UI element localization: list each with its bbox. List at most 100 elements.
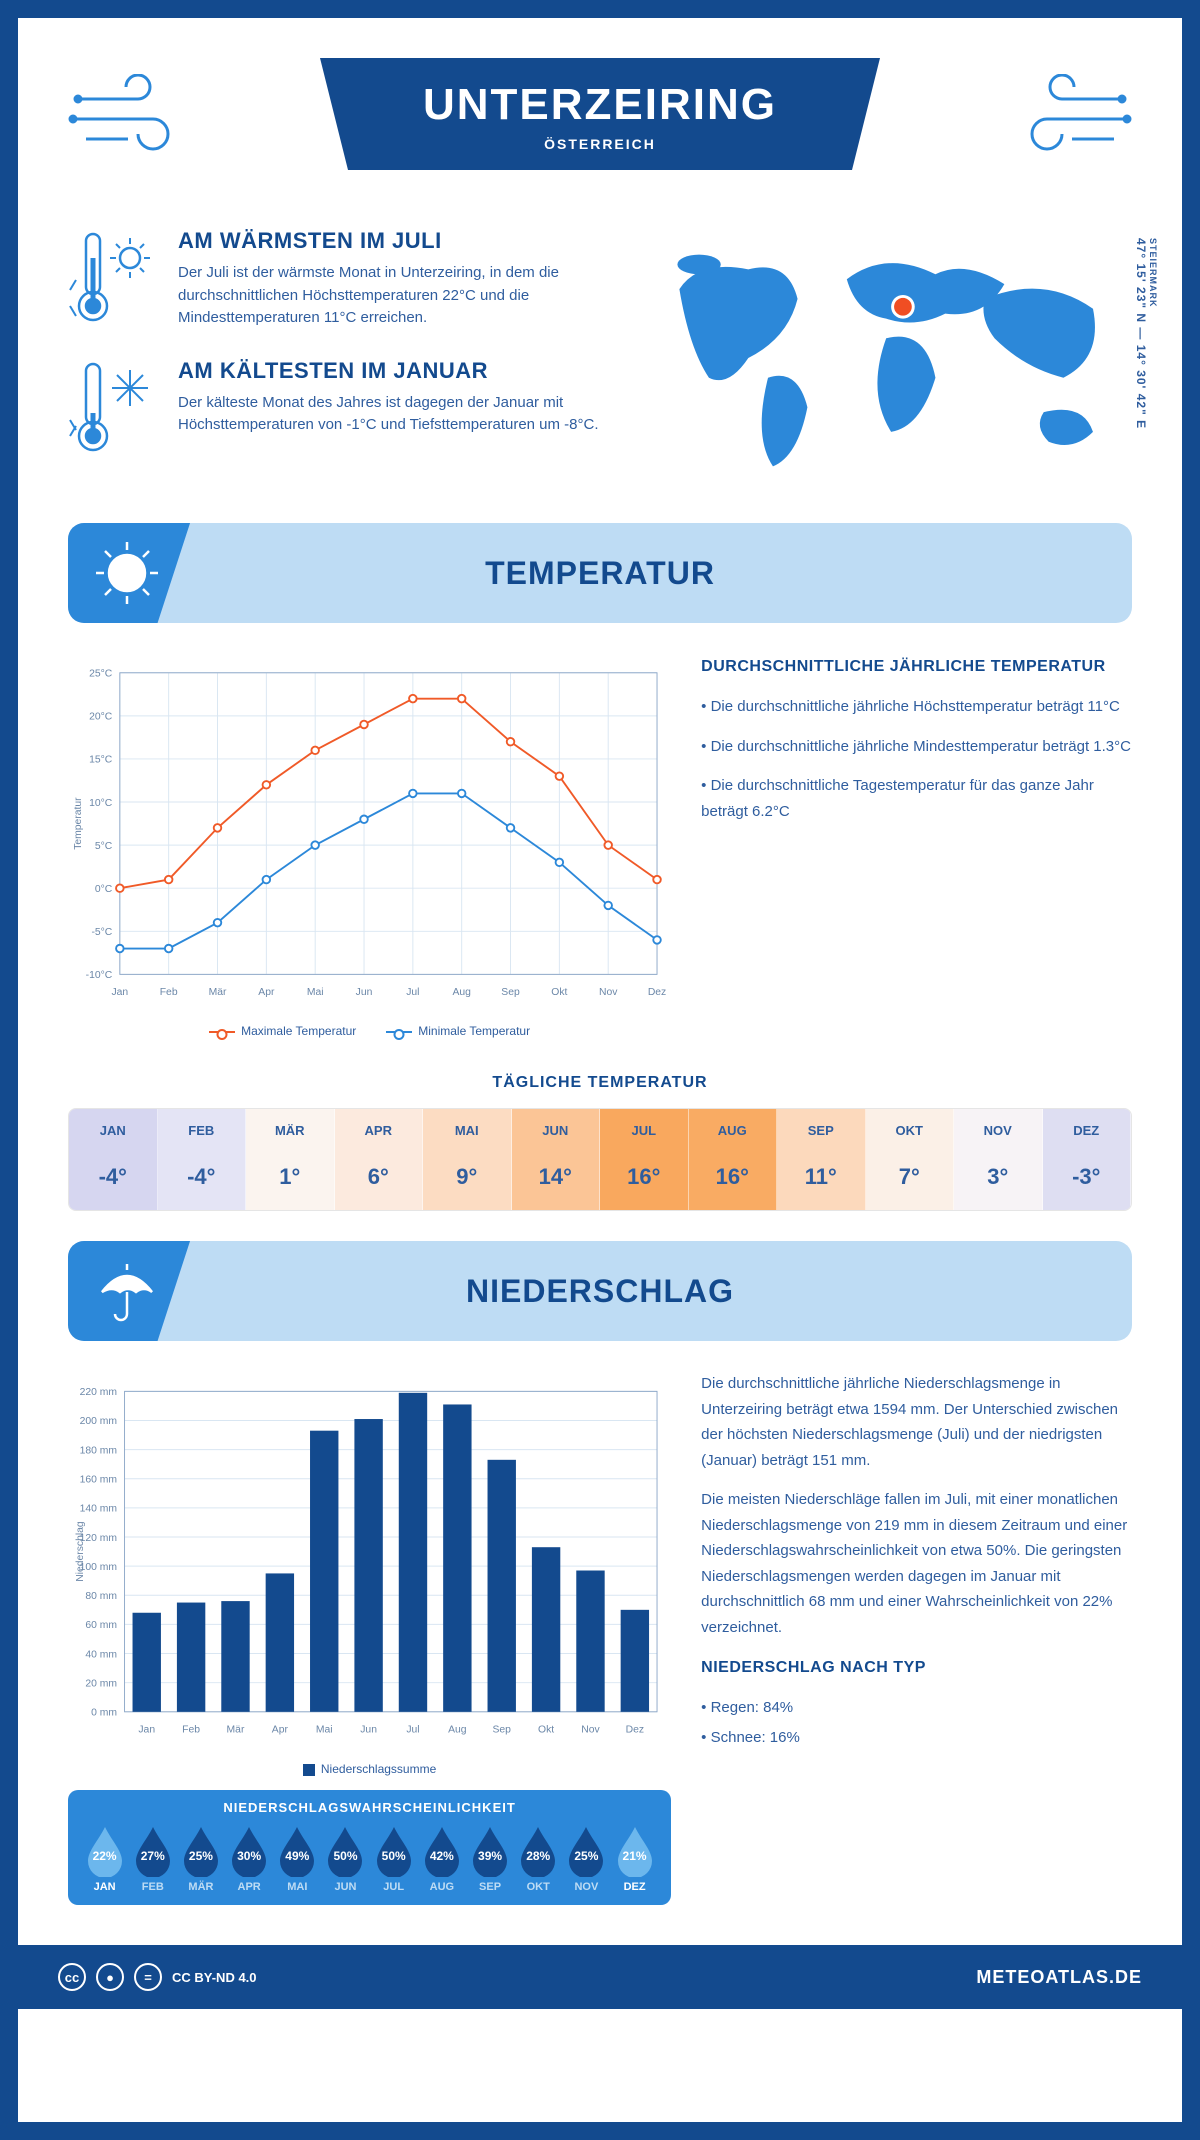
svg-text:200 mm: 200 mm <box>80 1416 117 1427</box>
raindrop-icon: 50% <box>371 1825 416 1877</box>
title-banner: UNTERZEIRING ÖSTERREICH <box>320 58 880 170</box>
daily-month-header: MAI <box>423 1109 512 1148</box>
daily-month-header: FEB <box>158 1109 247 1148</box>
svg-text:10°C: 10°C <box>89 798 113 809</box>
daily-month-header: APR <box>335 1109 424 1148</box>
daily-temp-title: TÄGLICHE TEMPERATUR <box>68 1074 1132 1092</box>
sun-icon <box>68 523 192 623</box>
svg-text:Apr: Apr <box>258 987 275 998</box>
precip-bar-chart: 0 mm20 mm40 mm60 mm80 mm100 mm120 mm140 … <box>68 1371 671 1905</box>
cc-icon: cc <box>58 1963 86 1991</box>
svg-text:Jun: Jun <box>356 987 373 998</box>
daily-month-header: JUN <box>512 1109 601 1148</box>
precip-prob-item: 21% DEZ <box>612 1825 657 1893</box>
raindrop-icon: 39% <box>467 1825 512 1877</box>
daily-temp-value: 9° <box>423 1148 512 1210</box>
daily-temp-value: 16° <box>689 1148 778 1210</box>
umbrella-icon <box>68 1241 192 1341</box>
svg-text:Okt: Okt <box>551 987 567 998</box>
svg-text:Dez: Dez <box>626 1725 644 1736</box>
svg-text:Feb: Feb <box>182 1725 200 1736</box>
temperature-section-banner: TEMPERATUR <box>68 523 1132 623</box>
raindrop-icon: 42% <box>419 1825 464 1877</box>
header: UNTERZEIRING ÖSTERREICH <box>68 58 1132 198</box>
temperature-summary-text: DURCHSCHNITTLICHE JÄHRLICHE TEMPERATUR •… <box>701 653 1132 1038</box>
raindrop-icon: 25% <box>564 1825 609 1877</box>
chart-legend: Maximale Temperatur Minimale Temperatur <box>68 1024 671 1038</box>
svg-text:40 mm: 40 mm <box>85 1649 117 1660</box>
precip-prob-item: 50% JUL <box>371 1825 416 1893</box>
precip-prob-item: 22% JAN <box>82 1825 127 1893</box>
svg-text:20 mm: 20 mm <box>85 1678 117 1689</box>
precip-prob-item: 25% MÄR <box>178 1825 223 1893</box>
svg-text:15°C: 15°C <box>89 755 113 766</box>
temperature-title: TEMPERATUR <box>485 555 715 592</box>
svg-text:180 mm: 180 mm <box>80 1445 117 1456</box>
thermometer-hot-icon <box>68 228 158 328</box>
wind-icon <box>68 74 188 164</box>
svg-text:Sep: Sep <box>493 1725 512 1736</box>
svg-text:Aug: Aug <box>452 987 471 998</box>
world-map-panel: STEIERMARK 47° 15' 23" N — 14° 30' 42" E <box>640 228 1132 493</box>
svg-text:Feb: Feb <box>160 987 178 998</box>
svg-text:Nov: Nov <box>599 987 618 998</box>
daily-temp-value: 14° <box>512 1148 601 1210</box>
daily-month-header: NOV <box>954 1109 1043 1148</box>
coordinates-label: STEIERMARK 47° 15' 23" N — 14° 30' 42" E <box>1134 238 1158 429</box>
svg-text:-10°C: -10°C <box>86 970 113 981</box>
daily-temp-value: 7° <box>866 1148 955 1210</box>
svg-text:25°C: 25°C <box>89 669 113 680</box>
raindrop-icon: 49% <box>275 1825 320 1877</box>
footer: cc ● = CC BY-ND 4.0 METEOATLAS.DE <box>18 1945 1182 2009</box>
svg-text:160 mm: 160 mm <box>80 1475 117 1486</box>
precip-prob-item: 42% AUG <box>419 1825 464 1893</box>
daily-month-header: SEP <box>777 1109 866 1148</box>
daily-month-header: JUL <box>600 1109 689 1148</box>
svg-text:Mär: Mär <box>227 1725 245 1736</box>
daily-temp-value: -3° <box>1043 1148 1132 1210</box>
raindrop-icon: 28% <box>516 1825 561 1877</box>
hot-title: AM WÄRMSTEN IM JULI <box>178 228 610 254</box>
page-title: UNTERZEIRING <box>400 80 800 130</box>
svg-text:Mär: Mär <box>209 987 227 998</box>
bar-legend: Niederschlagssumme <box>68 1762 671 1776</box>
brand-label: METEOATLAS.DE <box>976 1967 1142 1988</box>
precip-prob-item: 25% NOV <box>564 1825 609 1893</box>
daily-temp-value: -4° <box>158 1148 247 1210</box>
precip-title: NIEDERSCHLAG <box>466 1273 734 1310</box>
svg-text:20°C: 20°C <box>89 712 113 723</box>
world-map-icon <box>640 228 1132 488</box>
svg-text:5°C: 5°C <box>95 841 113 852</box>
svg-text:Jan: Jan <box>111 987 128 998</box>
daily-temp-value: -4° <box>69 1148 158 1210</box>
svg-text:0°C: 0°C <box>95 884 113 895</box>
precip-section-banner: NIEDERSCHLAG <box>68 1241 1132 1341</box>
by-icon: ● <box>96 1963 124 1991</box>
svg-text:Jul: Jul <box>406 1725 419 1736</box>
precip-prob-item: 27% FEB <box>130 1825 175 1893</box>
svg-text:Niederschlag: Niederschlag <box>75 1521 86 1582</box>
svg-text:Sep: Sep <box>501 987 520 998</box>
daily-month-header: DEZ <box>1043 1109 1132 1148</box>
svg-text:Jul: Jul <box>406 987 419 998</box>
svg-text:Mai: Mai <box>316 1725 333 1736</box>
svg-text:80 mm: 80 mm <box>85 1591 117 1602</box>
raindrop-icon: 27% <box>130 1825 175 1877</box>
page-subtitle: ÖSTERREICH <box>400 136 800 152</box>
daily-month-header: JAN <box>69 1109 158 1148</box>
precip-prob-item: 49% MAI <box>275 1825 320 1893</box>
raindrop-icon: 22% <box>82 1825 127 1877</box>
svg-text:Aug: Aug <box>448 1725 467 1736</box>
raindrop-icon: 30% <box>227 1825 272 1877</box>
cold-title: AM KÄLTESTEN IM JANUAR <box>178 358 610 384</box>
daily-month-header: AUG <box>689 1109 778 1148</box>
daily-temperature-table: JANFEBMÄRAPRMAIJUNJULAUGSEPOKTNOVDEZ-4°-… <box>68 1108 1132 1211</box>
svg-text:Okt: Okt <box>538 1725 554 1736</box>
license-badge: cc ● = CC BY-ND 4.0 <box>58 1963 257 1991</box>
hot-text: Der Juli ist der wärmste Monat in Unterz… <box>178 262 610 330</box>
svg-text:Dez: Dez <box>648 987 666 998</box>
raindrop-icon: 25% <box>178 1825 223 1877</box>
raindrop-icon: 50% <box>323 1825 368 1877</box>
nd-icon: = <box>134 1963 162 1991</box>
precip-prob-item: 50% JUN <box>323 1825 368 1893</box>
